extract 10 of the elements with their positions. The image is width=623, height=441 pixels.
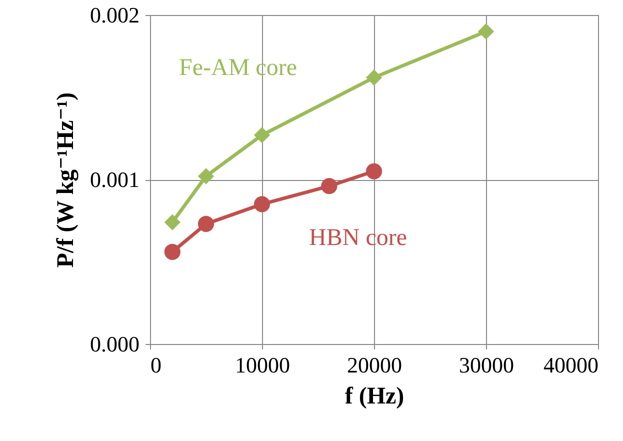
y-axis-title: P/f (W kg⁻¹Hz⁻¹) [53,92,79,268]
x-tick-label: 40000 [544,352,598,378]
x-tick-label: 10000 [235,352,290,378]
y-tick-label: 0.002 [90,2,140,28]
y-tick-label: 0.000 [90,332,140,356]
y-tick-label: 0.001 [90,167,140,192]
x-axis-title: f (Hz) [344,384,404,410]
x-tick-label: 0 [150,352,162,378]
x-tick-label: 30000 [459,352,514,378]
x-tick-label: 20000 [347,352,402,378]
